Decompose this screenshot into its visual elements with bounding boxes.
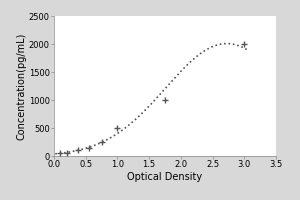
X-axis label: Optical Density: Optical Density xyxy=(128,172,202,182)
Y-axis label: Concentration(pg/mL): Concentration(pg/mL) xyxy=(16,32,26,140)
